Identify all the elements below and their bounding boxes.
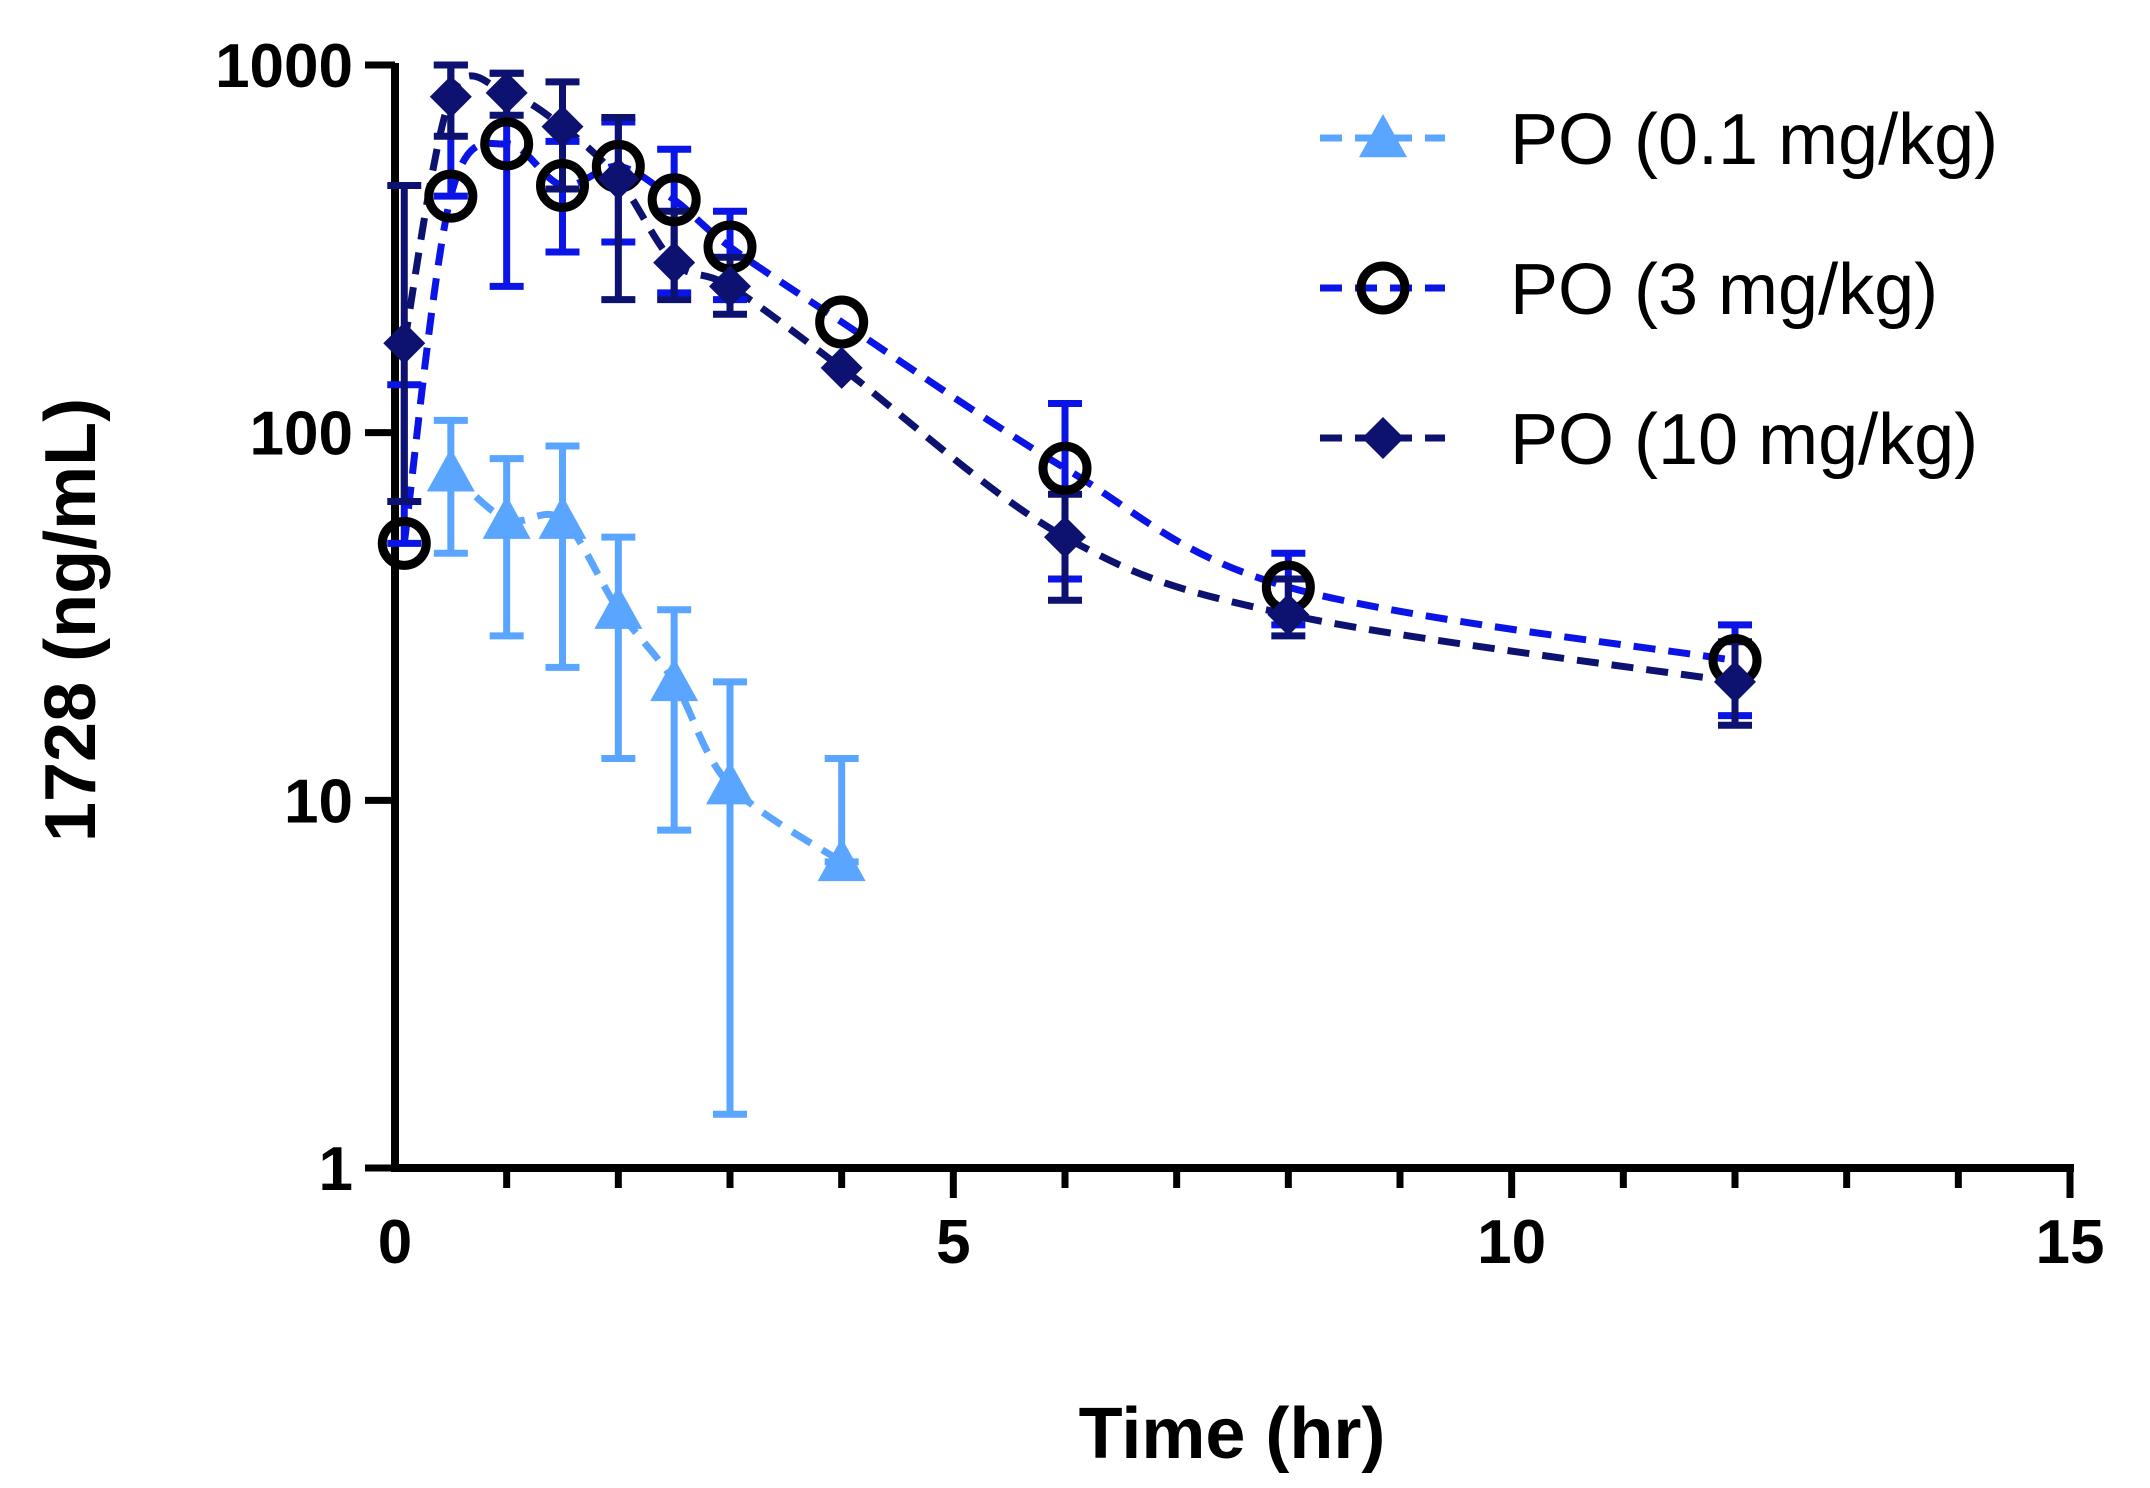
legend: PO (0.1 mg/kg) PO (3 mg/kg) PO (10 mg/kg) (1320, 100, 1998, 480)
legend-item: PO (10 mg/kg) (1320, 400, 1978, 480)
data-point (820, 346, 863, 389)
y-axis-title: 1728 (ng/mL) (31, 398, 111, 842)
data-point (1714, 660, 1756, 703)
data-point (594, 585, 643, 629)
y-tick-label: 1000 (215, 32, 353, 101)
error-bar (601, 533, 636, 762)
x-tick-label: 15 (2036, 1208, 2105, 1277)
data-point (377, 516, 431, 570)
legend-swatch-marker (1356, 261, 1410, 315)
data-point (815, 295, 869, 349)
data-point (485, 71, 528, 114)
data-point (429, 75, 472, 118)
legend-swatch-marker (1362, 417, 1404, 459)
legend-item: PO (0.1 mg/kg) (1320, 100, 1998, 180)
data-point (817, 837, 866, 882)
data-point (597, 157, 640, 200)
y-tick-label: 1 (319, 1135, 353, 1204)
data-point (706, 761, 754, 805)
legend-label: PO (3 mg/kg) (1510, 250, 1938, 330)
x-tick-label: 5 (936, 1208, 970, 1277)
error-bar (657, 606, 692, 834)
data-point (647, 173, 701, 227)
data-point (1267, 593, 1310, 636)
data-point (1044, 516, 1086, 559)
error-bar (713, 678, 747, 1118)
x-tick-label: 0 (378, 1208, 412, 1277)
data-point (536, 159, 589, 213)
data-point (1038, 441, 1092, 495)
x-axis-title: Time (hr) (1079, 1394, 1386, 1474)
data-point (424, 169, 478, 223)
error-bars (387, 61, 1752, 1118)
error-bar (545, 442, 580, 671)
data-point (541, 105, 584, 148)
legend-item: PO (3 mg/kg) (1320, 250, 1938, 330)
data-point (538, 495, 587, 539)
data-point (383, 322, 426, 365)
data-point (482, 495, 531, 539)
legend-label: PO (10 mg/kg) (1510, 400, 1978, 480)
x-tick-label: 10 (1477, 1208, 1546, 1277)
data-point (653, 241, 696, 284)
data-point (650, 657, 699, 702)
data-markers (377, 71, 1762, 882)
data-point (480, 117, 534, 171)
y-tick-label: 100 (250, 400, 353, 469)
axes: 0 5 10 15 1 10 100 1000 (215, 32, 2104, 1277)
data-point (426, 448, 475, 492)
y-tick-label: 10 (284, 767, 353, 836)
legend-swatch-marker (1359, 114, 1407, 158)
legend-label: PO (0.1 mg/kg) (1510, 100, 1998, 180)
error-bar (489, 455, 524, 640)
data-point (709, 265, 751, 308)
